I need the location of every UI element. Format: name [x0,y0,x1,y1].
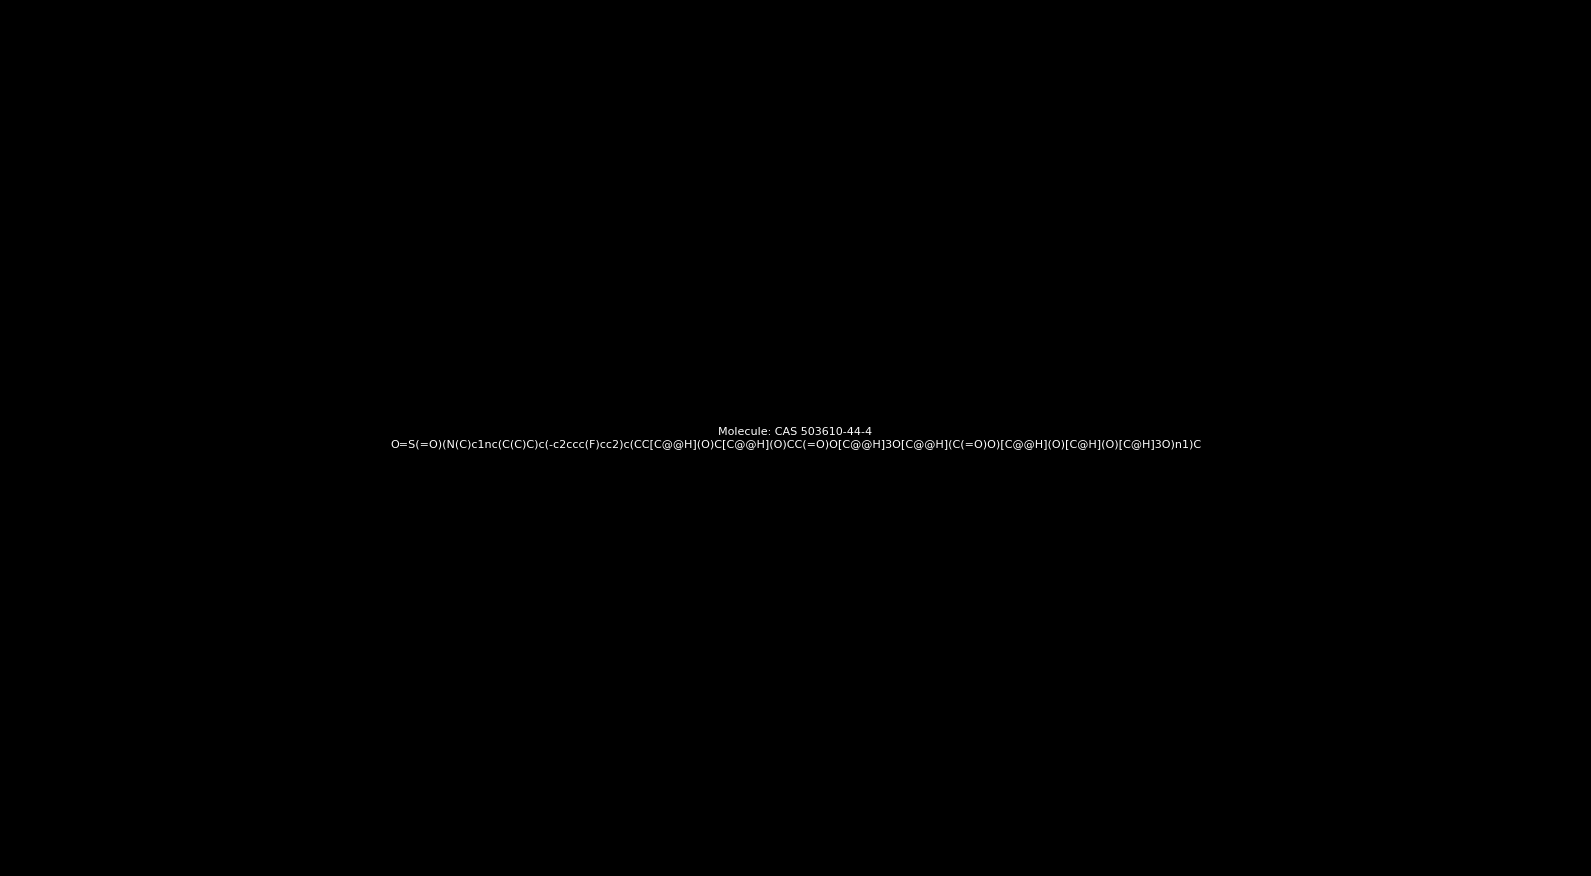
Text: Molecule: CAS 503610-44-4
O=S(=O)(N(C)c1nc(C(C)C)c(-c2ccc(F)cc2)c(CC[C@@H](O)C[C: Molecule: CAS 503610-44-4 O=S(=O)(N(C)c1… [390,427,1201,449]
